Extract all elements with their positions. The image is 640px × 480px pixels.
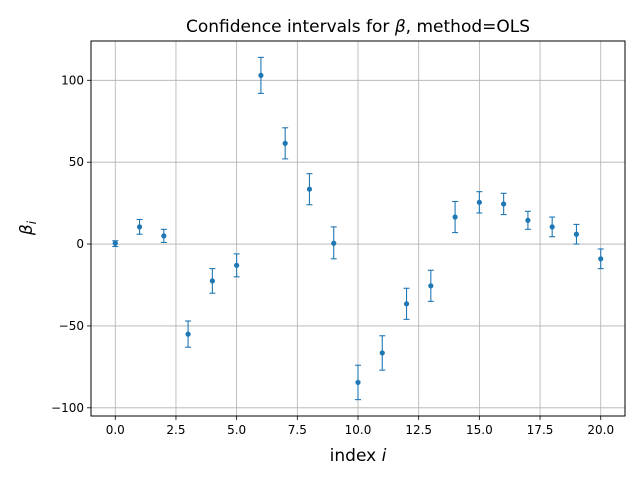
data-point: [161, 233, 167, 239]
errorbar-point: [282, 127, 289, 160]
errorbar-point: [209, 268, 216, 294]
x-tick-label: 5.0: [227, 423, 246, 437]
data-point: [282, 140, 288, 146]
errorbar-point: [136, 218, 143, 235]
errorbar-point: [160, 228, 167, 243]
data-point: [379, 350, 385, 356]
data-point: [185, 331, 191, 337]
errorbar-point: [500, 192, 507, 216]
errorbar-point: [355, 364, 361, 401]
data-point: [331, 240, 337, 246]
data-point: [598, 256, 604, 262]
data-point: [258, 72, 264, 78]
data-point: [501, 201, 507, 207]
y-tick-label: 100: [61, 73, 84, 87]
data-point: [428, 283, 434, 289]
data-point: [403, 301, 410, 307]
errorbar-point: [257, 56, 264, 94]
x-axis-label: index i: [330, 446, 387, 466]
data-point: [452, 214, 458, 220]
errorbar-point: [233, 253, 240, 278]
errorbar-point: [476, 191, 483, 214]
y-tick-label: −100: [51, 401, 84, 415]
grid: [91, 41, 625, 416]
x-tick-label: 15.0: [466, 423, 493, 437]
data-point: [476, 199, 482, 205]
errorbar-point: [185, 320, 192, 348]
data-marks: [112, 56, 604, 401]
x-tick-label: 0.0: [106, 423, 125, 437]
errorbar-point: [452, 200, 459, 234]
errorbar-point: [112, 240, 119, 248]
data-point: [573, 231, 580, 237]
x-tick-label: 12.5: [405, 423, 432, 437]
errorbar-point: [427, 269, 434, 302]
data-point: [306, 186, 313, 192]
errorbar-point: [379, 335, 386, 371]
data-point: [209, 278, 215, 284]
y-tick-label: −50: [59, 319, 84, 333]
errorbar-point: [549, 216, 556, 238]
chart-title: Confidence intervals for β, method=OLS: [186, 17, 530, 37]
axis-ticks: 0.0 2.5 5.0 7.5 10.0 12.5 15.0 17.5 20.0 −100 −50 0…: [51, 73, 614, 437]
y-tick-label: 0: [76, 237, 84, 251]
y-axis-label: βi: [17, 220, 39, 236]
errorbar-point: [330, 226, 337, 260]
x-tick-label: 17.5: [527, 423, 554, 437]
data-point: [234, 262, 240, 268]
x-tick-label: 2.5: [166, 423, 185, 437]
data-point: [355, 379, 361, 386]
errorbar-point: [597, 248, 604, 270]
errorbar-point: [524, 210, 531, 230]
x-tick-label: 20.0: [587, 423, 614, 437]
data-point: [136, 224, 143, 230]
data-point: [549, 224, 555, 230]
x-tick-label: 7.5: [288, 423, 307, 437]
title-beta-symbol: β: [394, 17, 406, 37]
x-tick-label: 10.0: [345, 423, 372, 437]
errorbar-point: [403, 287, 410, 320]
data-point: [525, 217, 531, 223]
errorbar-point: [306, 173, 313, 206]
data-point: [112, 240, 118, 246]
y-tick-label: 50: [69, 155, 84, 169]
errorbar-point: [573, 223, 580, 245]
